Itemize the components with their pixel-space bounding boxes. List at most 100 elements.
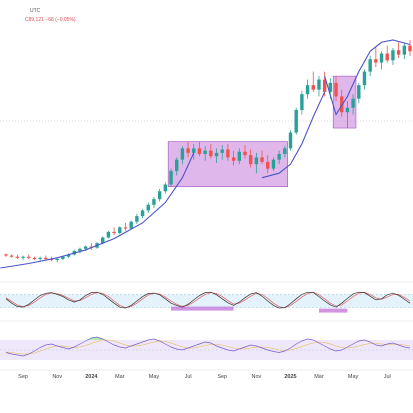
candle-body <box>402 45 407 55</box>
candle-up <box>254 152 259 174</box>
stoch-d-line <box>5 292 411 309</box>
x-tick-label: 2025 <box>284 374 296 380</box>
candle-up <box>106 230 111 239</box>
candle-down <box>89 243 94 250</box>
candle-body <box>135 216 139 222</box>
candle-body <box>340 96 344 113</box>
candle-body <box>186 148 190 153</box>
candle-body <box>4 254 8 256</box>
candle-body <box>243 151 247 156</box>
candle-body <box>368 59 372 72</box>
candle-body <box>152 199 156 205</box>
candle-body <box>101 237 105 244</box>
candle-up <box>368 55 372 77</box>
candle-body <box>271 159 276 169</box>
candle-body <box>169 170 173 185</box>
candle-up <box>163 182 168 194</box>
candle-down <box>186 141 190 158</box>
candle-down <box>197 141 202 157</box>
candle-body <box>379 53 384 63</box>
candle-body <box>203 150 207 154</box>
candle-down <box>15 254 20 259</box>
candle-up <box>180 146 185 165</box>
candle-up <box>271 157 276 171</box>
candle-up <box>38 256 42 262</box>
candle-body <box>27 256 31 258</box>
candle-up <box>174 157 179 176</box>
candle-body <box>83 246 88 249</box>
candle-down <box>112 227 116 236</box>
x-tick-label: Nov <box>52 374 62 380</box>
candle-body <box>254 157 259 165</box>
candle-up <box>283 146 287 158</box>
curve-line <box>324 39 411 116</box>
candle-down <box>27 254 31 259</box>
candle-down <box>4 253 8 257</box>
last-price-label: C89,121 −68 (−0.05%) <box>25 17 76 23</box>
candle-body <box>15 256 20 258</box>
candle-down <box>266 155 270 174</box>
candle-up <box>362 69 367 90</box>
candle-body <box>61 256 65 259</box>
candle-body <box>180 148 185 160</box>
candle-body <box>277 154 281 160</box>
candle-body <box>226 149 230 158</box>
candle-down <box>243 144 247 159</box>
candle-body <box>266 161 270 169</box>
candle-body <box>209 150 213 157</box>
rsi-line <box>5 336 411 357</box>
candle-body <box>345 107 350 113</box>
candle-up <box>21 255 25 261</box>
candle-up <box>402 43 407 60</box>
candle-down <box>311 71 315 92</box>
candle-body <box>220 149 224 153</box>
candle-body <box>123 227 128 229</box>
x-tick-label: Jul <box>384 374 391 380</box>
candle-body <box>396 50 401 55</box>
candle-up <box>237 148 242 165</box>
candle-up <box>214 148 219 164</box>
candle-body <box>112 231 116 234</box>
stoch-band <box>0 294 413 308</box>
x-tick-label: Jul <box>185 374 192 380</box>
candle-body <box>21 256 25 258</box>
x-tick-label: Sep <box>18 374 28 380</box>
x-tick-label: Mar <box>115 374 125 380</box>
candle-up <box>288 130 293 151</box>
stoch-highlight <box>171 306 234 311</box>
candle-body <box>260 157 264 162</box>
candle-body <box>317 79 321 90</box>
candle-up <box>351 94 355 115</box>
candle-body <box>157 191 162 200</box>
candle-body <box>283 148 287 154</box>
candle-body <box>214 152 219 157</box>
candle-up <box>135 213 139 224</box>
candle-body <box>66 254 71 257</box>
stoch-highlight <box>318 308 348 313</box>
x-tick-label: Sep <box>217 374 227 380</box>
candle-body <box>237 151 242 161</box>
candle-body <box>118 227 122 234</box>
candle-up <box>66 253 71 258</box>
x-tick-label: May <box>348 374 359 380</box>
candle-up <box>300 90 304 115</box>
candle-up <box>317 76 321 97</box>
candle-body <box>129 221 133 229</box>
x-tick-label: May <box>149 374 160 380</box>
candle-body <box>311 85 315 90</box>
candle-body <box>300 94 304 110</box>
candle-down <box>260 150 264 165</box>
candle-body <box>174 159 179 171</box>
candle-down <box>340 89 344 117</box>
candle-up <box>55 257 59 263</box>
candle-body <box>334 82 338 97</box>
candle-body <box>78 248 82 252</box>
timezone-label: UTC <box>30 8 41 14</box>
candle-up <box>152 196 156 209</box>
candle-body <box>197 148 202 154</box>
x-tick-label: Mar <box>314 374 324 380</box>
candle-body <box>294 109 298 133</box>
candle-body <box>351 98 355 108</box>
candle-body <box>163 184 168 192</box>
